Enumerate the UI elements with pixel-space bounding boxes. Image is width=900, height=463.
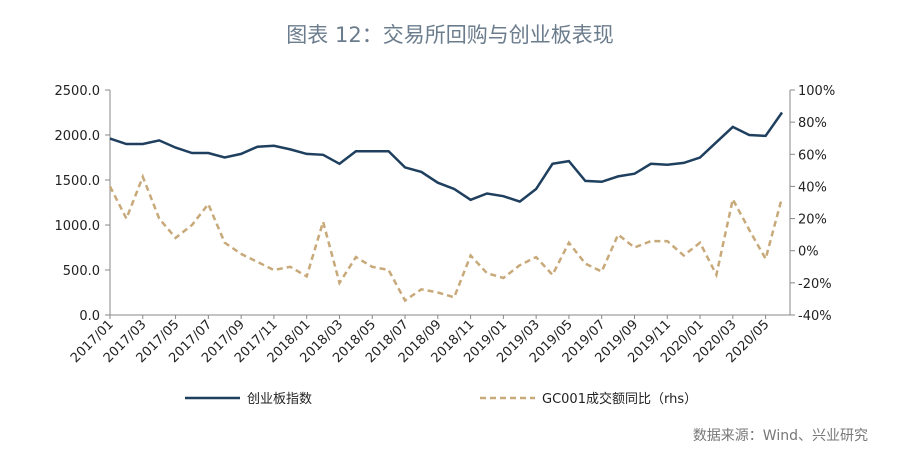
y-tick-label: 0.0 bbox=[79, 309, 100, 324]
legend-label: GC001成交额同比（rhs） bbox=[542, 391, 697, 407]
y-tick-label: 1500.0 bbox=[55, 174, 101, 189]
y2-tick-label: 80% bbox=[798, 116, 827, 131]
chart-title: 图表 12：交易所回购与创业板表现 bbox=[286, 23, 613, 47]
legend-label: 创业板指数 bbox=[247, 392, 312, 407]
y-tick-label: 2000.0 bbox=[55, 129, 101, 144]
y2-tick-label: 40% bbox=[798, 180, 827, 195]
y2-tick-label: 20% bbox=[798, 213, 827, 228]
series-line bbox=[108, 173, 784, 303]
series-line bbox=[109, 111, 784, 203]
y2-tick-label: 60% bbox=[798, 148, 827, 163]
y-tick-label: 2500.0 bbox=[55, 84, 101, 99]
y2-tick-label: 0% bbox=[798, 245, 819, 260]
source: 数据来源：Wind、兴业研究 bbox=[693, 428, 868, 444]
y2-tick-label: -40% bbox=[798, 309, 832, 324]
y2-tick-label: -20% bbox=[798, 277, 832, 292]
y-tick-label: 1000.0 bbox=[55, 219, 101, 234]
y2-tick-label: 100% bbox=[798, 84, 835, 99]
y-tick-label: 500.0 bbox=[63, 264, 100, 279]
